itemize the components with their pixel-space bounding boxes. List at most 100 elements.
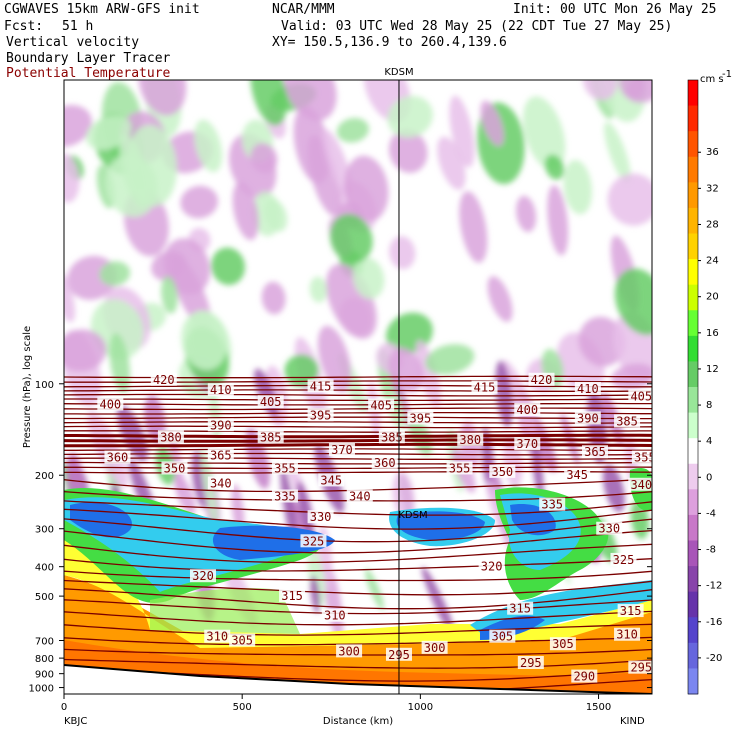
- theta-label-bg: [257, 430, 284, 444]
- theta-label: 350: [491, 465, 513, 479]
- theta-contour-line: [64, 448, 652, 451]
- x-axis-ticks: 0 500 1000 1500: [61, 694, 611, 713]
- theta-label-bg: [628, 389, 652, 403]
- theta-label-bg: [489, 629, 516, 643]
- theta-contour-line: [64, 457, 652, 461]
- theta-label: 305: [491, 630, 513, 644]
- y-tick-label: 700: [35, 637, 54, 648]
- colorbar-swatch: [688, 284, 698, 311]
- theta-label-bg: [300, 534, 327, 548]
- theta-label-bg: [279, 589, 306, 603]
- vertical-velocity-cell: [194, 119, 223, 173]
- theta-label: 320: [192, 569, 214, 583]
- vertical-velocity-cell: [163, 238, 211, 295]
- colorbar-swatch: [688, 207, 698, 234]
- colorbar-swatch: [688, 463, 698, 490]
- colorbar-swatch: [688, 259, 698, 286]
- theta-label-bg: [307, 510, 334, 524]
- theta-contour-line: [64, 610, 652, 626]
- vertical-velocity-cell: [602, 464, 625, 512]
- vertical-velocity-cell: [138, 80, 187, 116]
- y-tick-label: 900: [35, 670, 54, 681]
- vertical-velocity-cell: [284, 354, 319, 387]
- theta-contour-line: [64, 389, 652, 392]
- vertical-velocity-cell: [85, 115, 132, 150]
- theta-contour-line: [64, 543, 652, 564]
- theta-label: 360: [374, 456, 396, 470]
- theta-label: 300: [338, 644, 360, 658]
- theta-contours: [64, 375, 652, 694]
- colorbar-swatch: [688, 566, 698, 593]
- theta-label-bg: [489, 464, 516, 478]
- theta-label-bg: [617, 604, 644, 618]
- theta-label-bg: [207, 448, 234, 462]
- colorbar-tick-label: -16: [706, 617, 722, 628]
- vertical-velocity-cell: [181, 310, 228, 371]
- vertical-velocity-cell: [625, 80, 652, 103]
- theta-label-bg: [631, 450, 652, 464]
- colorbar-tick-label: 4: [706, 436, 712, 447]
- x-tick-label: 0: [61, 702, 67, 713]
- x-tick-label: 1500: [586, 702, 611, 713]
- theta-label-bg: [207, 476, 234, 490]
- theta-label-bg: [549, 637, 576, 651]
- vertical-velocity-cell: [87, 410, 128, 488]
- colorbar-swatch: [688, 80, 698, 107]
- theta-label-bg: [614, 414, 641, 428]
- theta-label: 330: [310, 510, 332, 524]
- tracer-tongue-blue: [212, 525, 335, 560]
- fcst-hours: 51 h: [62, 19, 94, 34]
- theta-label: 315: [281, 589, 303, 603]
- theta-label-bg: [610, 552, 637, 566]
- theta-label: 340: [349, 490, 371, 504]
- theta-contour-line: [64, 438, 652, 443]
- vertical-velocity-cell: [614, 268, 652, 336]
- theta-label: 350: [164, 461, 186, 475]
- vertical-velocity-cell: [495, 360, 513, 428]
- theta-contour-line: [64, 421, 652, 424]
- theta-label: 360: [107, 451, 129, 465]
- theta-label-bg: [471, 380, 498, 394]
- y-axis-title: Pressure (hPa), log scale: [22, 326, 33, 448]
- vertical-velocity-cell: [264, 198, 288, 232]
- vertical-velocity-cell: [425, 344, 475, 375]
- theta-contour-line: [64, 623, 652, 636]
- left-station-label: KBJC: [64, 716, 87, 727]
- theta-contour-line: [64, 579, 652, 596]
- tracer-lower-green: [150, 588, 300, 634]
- vertical-velocity-cell: [389, 236, 416, 270]
- theta-label-bg: [446, 461, 473, 475]
- vertical-velocity-cell: [480, 100, 504, 147]
- theta-label: 355: [449, 461, 471, 475]
- vertical-velocity-cell: [211, 247, 246, 286]
- colorbar-swatch: [688, 540, 698, 567]
- theta-label: 305: [552, 637, 574, 651]
- colorbar-tick-label: 20: [706, 292, 719, 303]
- theta-label: 320: [481, 560, 503, 574]
- valid-label: Valid: 03 UTC Wed 28 May 25 (22 CDT Tue …: [281, 19, 673, 34]
- vertical-velocity-cell: [317, 325, 352, 393]
- vertical-velocity-cell: [64, 105, 92, 147]
- theta-label: 345: [320, 473, 342, 487]
- theta-label-bg: [517, 655, 544, 669]
- theta-contour-line: [64, 393, 652, 397]
- vertical-velocity-cell: [449, 95, 475, 168]
- colorbar-swatch: [688, 233, 698, 260]
- theta-label-bg: [157, 430, 184, 444]
- theta-label-bg: [321, 608, 348, 622]
- theta-label: 405: [260, 395, 282, 409]
- vertical-velocity-cell: [578, 316, 626, 367]
- theta-label: 340: [210, 477, 232, 491]
- theta-label-bg: [478, 559, 505, 573]
- vertical-velocity-cell: [329, 213, 373, 264]
- theta-contour-line: [64, 518, 652, 543]
- theta-contour-line: [64, 452, 652, 456]
- theta-label-bg: [368, 398, 395, 412]
- vertical-velocity-cell: [250, 80, 287, 126]
- theta-label: 410: [577, 382, 599, 396]
- y-tick-label: 200: [35, 471, 54, 482]
- theta-contour-line: [64, 384, 652, 388]
- colorbar-swatch: [688, 668, 698, 695]
- theta-contour-line: [64, 407, 652, 411]
